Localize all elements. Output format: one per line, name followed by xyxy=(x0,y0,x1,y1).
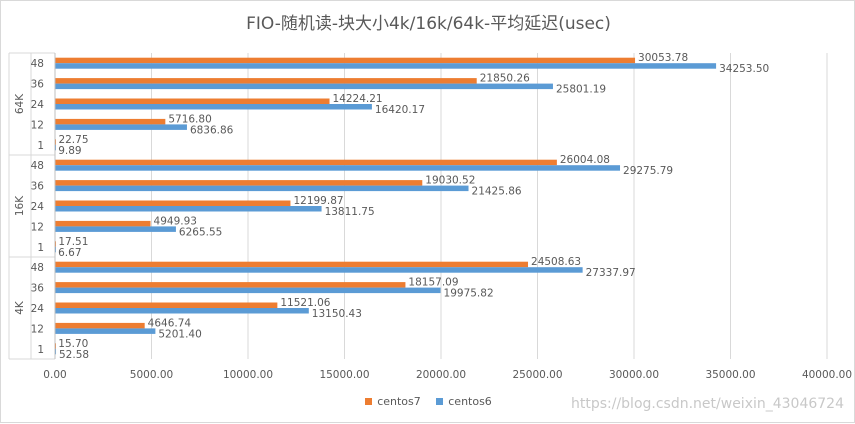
bar-centos6 xyxy=(55,226,176,232)
category-label: 24 xyxy=(31,303,45,315)
x-tick-label: 25000.00 xyxy=(512,369,562,381)
data-label-centos7: 18157.09 xyxy=(408,277,458,289)
group-label: 64K xyxy=(14,93,26,114)
bar-centos7 xyxy=(55,261,529,268)
bar-centos7 xyxy=(55,302,278,308)
bar-centos6 xyxy=(55,287,441,294)
group-label: 4K xyxy=(14,300,26,315)
category-label: 36 xyxy=(31,283,45,295)
bar-centos7 xyxy=(55,118,166,125)
x-tick-label: 15000.00 xyxy=(319,369,369,381)
data-label-centos6: 52.58 xyxy=(59,349,89,361)
chart-legend: centos7 centos6 xyxy=(1,395,855,408)
data-label-centos6: 34253.50 xyxy=(719,63,769,75)
data-label-centos7: 11521.06 xyxy=(280,297,330,309)
legend-label-centos7: centos7 xyxy=(377,395,421,408)
data-label-centos7: 24508.63 xyxy=(531,256,581,268)
category-label: 1 xyxy=(37,140,44,152)
legend-swatch-centos6 xyxy=(436,398,444,405)
data-label-centos7: 14224.21 xyxy=(333,93,383,105)
bar-centos6 xyxy=(55,185,469,192)
legend-item-centos7: centos7 xyxy=(365,395,421,408)
data-label-centos6: 27337.97 xyxy=(586,267,636,279)
data-label-centos6: 19975.82 xyxy=(444,288,494,300)
data-label-centos7: 19030.52 xyxy=(425,175,475,187)
data-label-centos7: 22.75 xyxy=(58,134,88,146)
data-label-centos6: 9.89 xyxy=(58,145,81,157)
data-label-centos6: 6.67 xyxy=(58,247,81,259)
watermark-text: https://blog.csdn.net/weixin_43046724 xyxy=(570,396,844,412)
legend-item-centos6: centos6 xyxy=(436,395,492,408)
data-label-centos7: 5716.80 xyxy=(168,113,211,125)
category-label: 12 xyxy=(31,323,44,335)
data-label-centos7: 17.51 xyxy=(58,236,88,248)
category-label: 48 xyxy=(31,160,44,172)
bar-centos6 xyxy=(55,267,583,273)
data-label-centos6: 21425.86 xyxy=(472,186,522,198)
category-label: 36 xyxy=(31,79,45,91)
data-label-centos7: 21850.26 xyxy=(480,73,530,85)
data-label-centos7: 12199.87 xyxy=(293,195,343,207)
data-label-centos7: 26004.08 xyxy=(560,154,610,166)
legend-label-centos6: centos6 xyxy=(448,395,492,408)
bar-centos6 xyxy=(55,308,309,314)
data-label-centos6: 5201.40 xyxy=(158,328,201,340)
data-label-centos6: 25801.19 xyxy=(556,84,606,96)
bar-centos7 xyxy=(55,180,423,186)
x-tick-label: 40000.00 xyxy=(802,369,852,381)
bar-centos6 xyxy=(55,63,717,69)
bar-centos6 xyxy=(55,206,322,212)
bar-centos7 xyxy=(55,322,145,329)
data-label-centos6: 16420.17 xyxy=(375,104,425,116)
data-label-centos7: 30053.78 xyxy=(638,52,688,64)
category-label: 24 xyxy=(31,201,45,213)
bar-centos6 xyxy=(55,83,553,90)
bar-centos6 xyxy=(55,104,372,110)
x-tick-label: 10000.00 xyxy=(223,369,273,381)
bar-centos7 xyxy=(55,78,477,84)
data-label-centos6: 6836.86 xyxy=(190,124,234,136)
data-label-centos6: 6265.55 xyxy=(179,226,222,238)
group-label: 16K xyxy=(14,195,26,216)
bar-centos7 xyxy=(55,98,330,104)
bar-centos6 xyxy=(55,328,156,334)
x-tick-label: 30000.00 xyxy=(609,369,659,381)
category-label: 12 xyxy=(31,119,44,131)
category-label: 12 xyxy=(31,221,44,233)
bar-centos7 xyxy=(55,220,151,227)
legend-swatch-centos7 xyxy=(365,398,373,405)
bar-centos7 xyxy=(55,159,557,166)
bar-centos7 xyxy=(55,282,406,288)
category-label: 48 xyxy=(31,262,44,274)
category-label: 1 xyxy=(37,242,44,254)
category-label: 36 xyxy=(31,181,45,193)
category-label: 48 xyxy=(31,58,44,70)
data-label-centos7: 4949.93 xyxy=(154,215,197,227)
data-label-centos6: 13811.75 xyxy=(325,206,375,218)
bar-centos6 xyxy=(55,124,187,130)
x-tick-label: 20000.00 xyxy=(416,369,466,381)
category-label: 1 xyxy=(37,344,44,356)
bar-centos7 xyxy=(55,57,636,64)
x-tick-label: 0.00 xyxy=(43,369,66,381)
category-label: 24 xyxy=(31,99,45,111)
data-label-centos7: 4646.74 xyxy=(148,317,192,329)
chart-title: FIO-随机读-块大小4k/16k/64k-平均延迟(usec) xyxy=(246,14,611,34)
data-label-centos7: 15.70 xyxy=(58,338,88,350)
data-label-centos6: 13150.43 xyxy=(312,308,362,320)
bar-centos6 xyxy=(55,348,57,355)
data-label-centos6: 29275.79 xyxy=(623,165,673,177)
bar-centos6 xyxy=(55,165,621,171)
bar-centos7 xyxy=(55,200,291,206)
x-tick-label: 35000.00 xyxy=(705,369,755,381)
x-tick-label: 5000.00 xyxy=(130,369,173,381)
